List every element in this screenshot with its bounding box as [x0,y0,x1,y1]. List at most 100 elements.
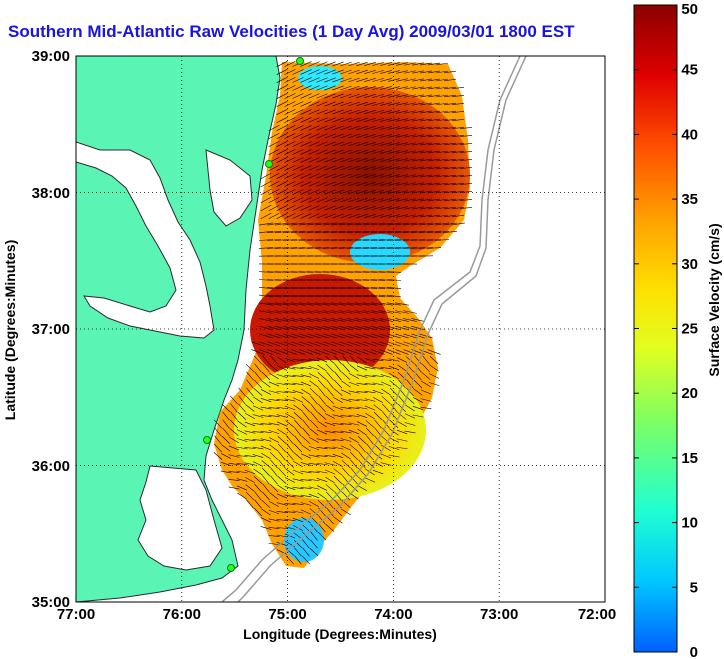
velocity-vector [301,444,311,452]
velocity-vector [444,206,456,210]
velocity-vector [395,325,409,331]
velocity-vector [332,431,344,433]
velocity-vector [372,166,384,170]
velocity-vector [363,333,377,339]
velocity-vector [356,77,368,83]
velocity-vector [332,422,344,426]
velocity-vector [284,165,296,171]
velocity-vector [380,214,392,218]
velocity-vector [258,271,274,273]
velocity-vector [291,239,305,241]
velocity-vector [298,279,314,281]
velocity-vector [276,534,288,538]
velocity-vector [307,349,321,355]
velocity-vector [220,461,232,467]
velocity-vector [284,477,296,483]
velocity-vector [428,206,440,210]
station-marker [227,564,235,572]
velocity-vector [260,517,272,523]
velocity-vector [404,134,416,138]
velocity-vector [419,333,433,339]
velocity-vector [340,77,352,83]
velocity-vector [396,102,408,106]
velocity-vector [414,363,422,373]
velocity-vector [274,247,290,249]
velocity-vector [276,527,288,529]
velocity-vector [294,435,302,445]
velocity-vector [340,398,352,402]
velocity-vector [380,166,392,170]
velocity-vector [284,494,296,498]
velocity-vector [382,403,390,413]
velocity-vector [378,247,394,249]
velocity-vector [245,404,255,412]
velocity-vector [300,366,312,370]
velocity-vector [341,372,351,380]
velocity-vector [362,279,378,281]
velocity-vector [372,214,384,218]
velocity-vector [268,180,280,188]
velocity-vector [268,429,280,435]
velocity-vector [316,157,328,163]
velocity-vector [403,349,417,355]
velocity-vector [436,158,448,162]
velocity-vector [356,382,368,386]
velocity-vector [332,77,344,83]
velocity-vector [342,363,350,373]
velocity-vector [412,126,424,130]
velocity-vector [308,365,320,371]
velocity-vector [388,190,400,194]
velocity-vector [293,404,303,412]
velocity-vector [260,172,272,180]
velocity-vector [228,479,240,481]
velocity-vector [316,125,328,131]
velocity-vector [276,133,288,139]
velocity-vector [332,414,344,418]
velocity-vector [269,501,279,507]
velocity-vector [428,150,440,154]
velocity-vector [291,333,305,339]
velocity-vector [364,358,376,362]
velocity-vector [302,555,310,565]
velocity-vector [284,383,296,385]
velocity-vector [276,181,288,187]
velocity-vector [364,383,376,385]
velocity-vector [404,78,416,82]
velocity-vector [307,333,321,339]
velocity-vector [380,126,392,130]
velocity-vector [260,212,272,220]
velocity-vector [420,78,432,82]
velocity-vector [268,407,280,409]
velocity-vector [308,93,320,99]
velocity-vector [340,181,352,187]
velocity-vector [365,420,375,428]
velocity-vector [372,78,384,82]
velocity-vector [260,526,272,530]
isobath-inner [221,56,521,602]
colorbar [633,4,678,653]
velocity-vector [395,310,409,314]
velocity-vector [324,133,336,139]
velocity-vector [324,430,336,434]
velocity-vector [310,539,318,549]
velocity-vector [364,117,376,123]
velocity-vector [444,198,456,202]
velocity-vector [396,126,408,130]
velocity-vector [266,271,282,273]
velocity-vector [420,134,432,138]
velocity-vector [422,363,430,373]
velocity-vector [420,158,432,162]
velocity-vector [428,78,440,82]
velocity-vector [340,109,352,115]
velocity-vector [412,206,424,210]
velocity-vector [268,415,280,417]
velocity-vector [251,341,265,347]
velocity-vector [444,70,456,74]
velocity-vector [357,428,367,436]
velocity-vector [354,271,370,273]
velocity-vector [396,150,408,154]
velocity-vector [372,150,384,154]
velocity-vector [300,381,312,387]
velocity-vector [348,205,360,211]
velocity-vector [386,247,402,249]
